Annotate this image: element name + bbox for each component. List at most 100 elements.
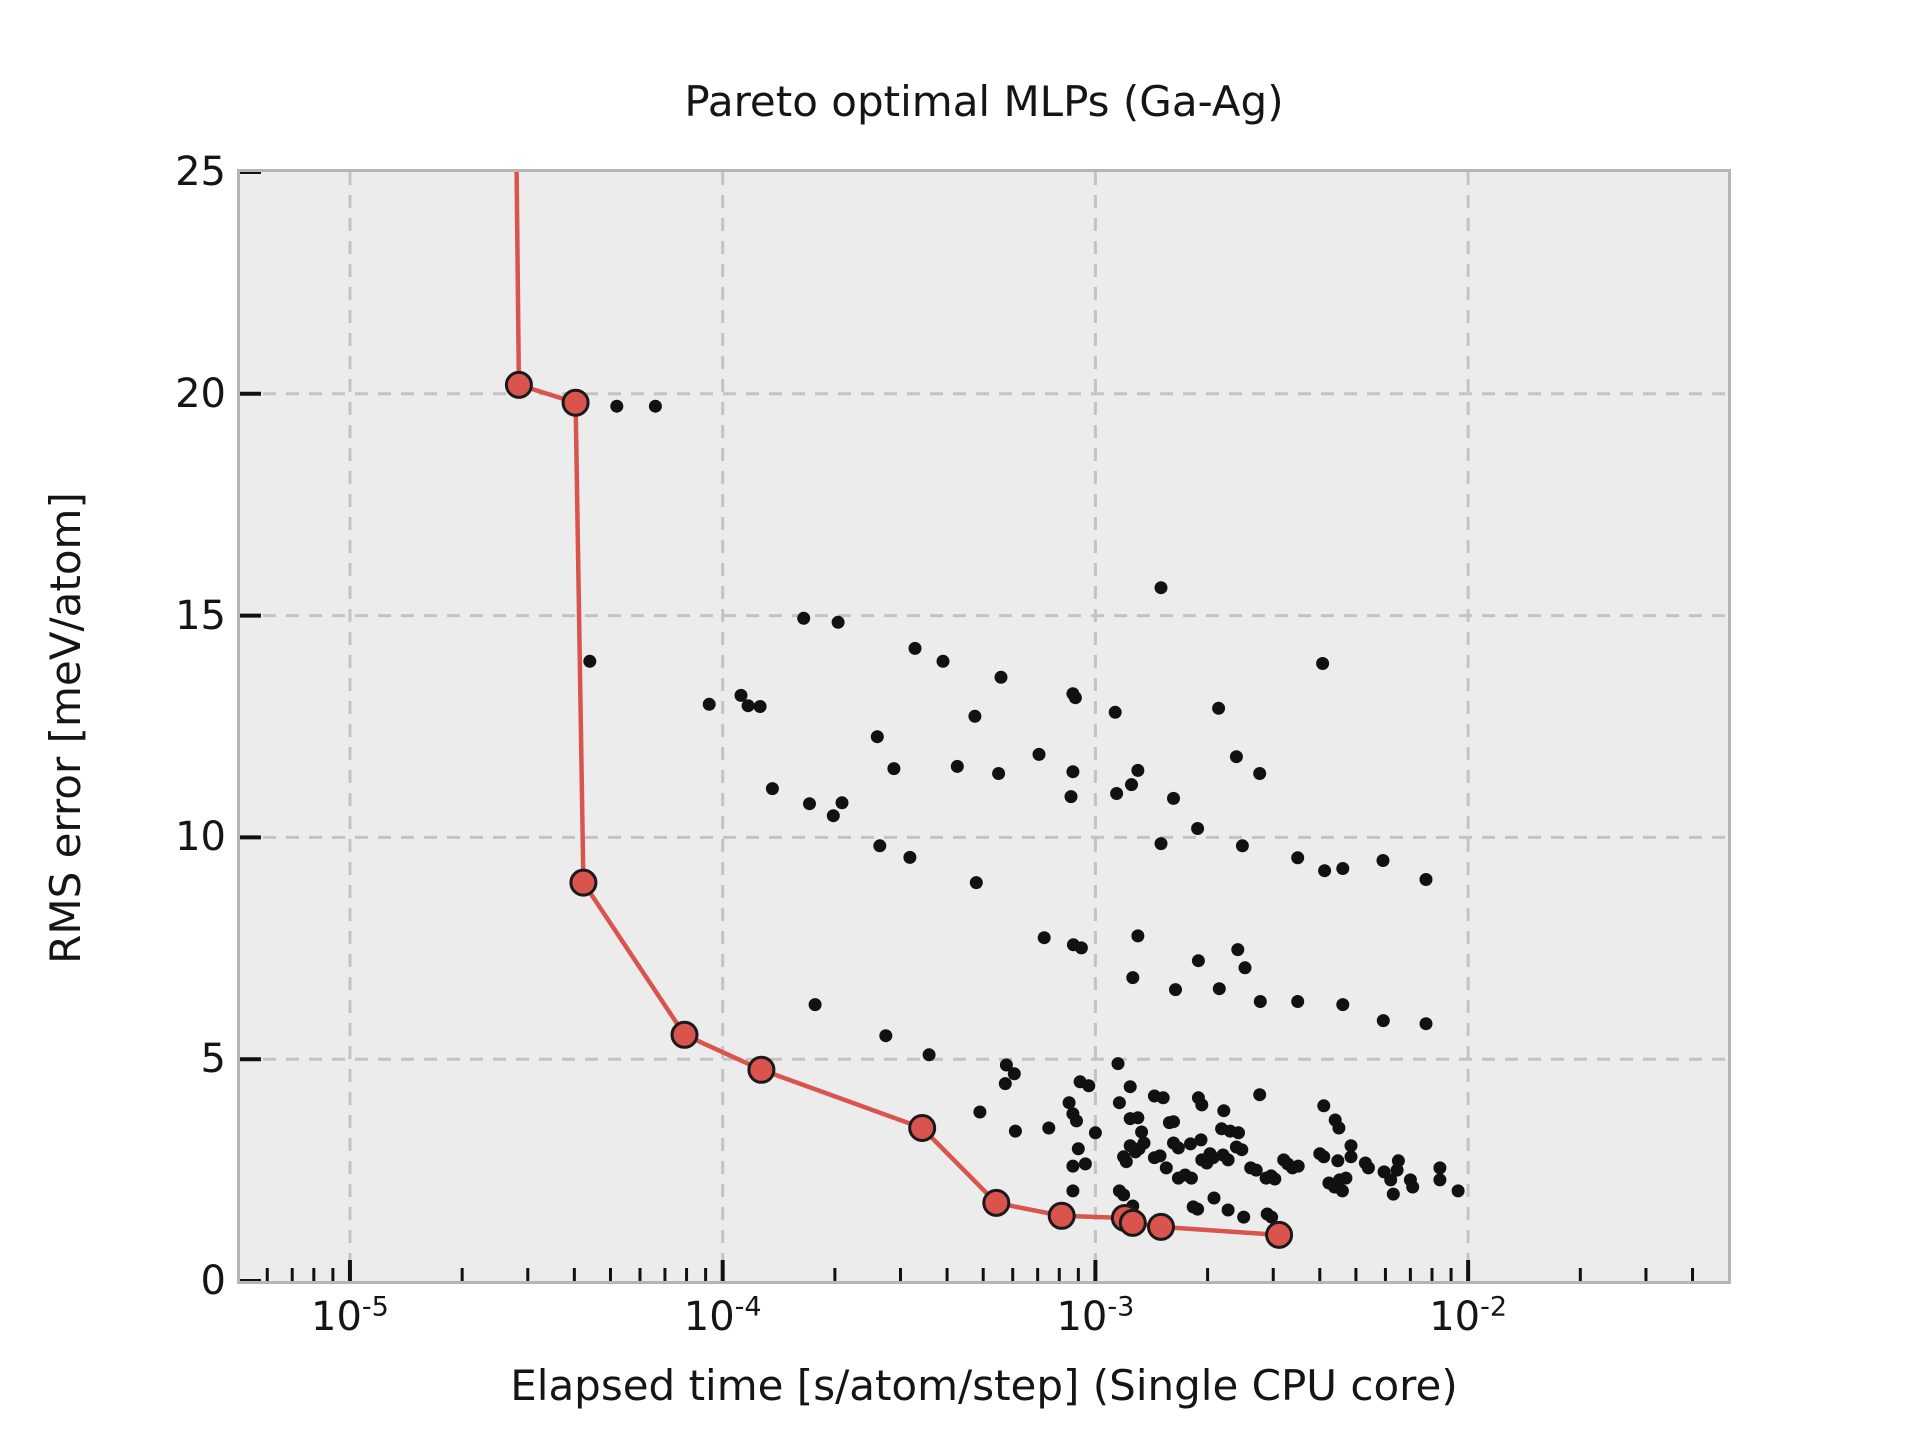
scatter-point bbox=[1335, 1184, 1349, 1198]
scatter-point bbox=[1066, 1184, 1080, 1198]
scatter-point bbox=[1406, 1180, 1420, 1194]
scatter-point bbox=[1229, 750, 1243, 764]
plot-canvas bbox=[240, 172, 1728, 1281]
scatter-point bbox=[583, 654, 597, 668]
pareto-point bbox=[504, 370, 533, 399]
y-tick-label: 5 bbox=[200, 1036, 226, 1083]
scatter-point bbox=[1062, 1096, 1076, 1110]
scatter-point bbox=[1433, 1173, 1447, 1187]
scatter-point bbox=[1419, 1017, 1433, 1031]
scatter-point bbox=[1212, 701, 1226, 715]
scatter-point bbox=[831, 615, 845, 629]
scatter-point bbox=[835, 796, 849, 810]
scatter-point bbox=[765, 782, 779, 796]
scatter-point bbox=[1064, 790, 1078, 804]
scatter-point bbox=[797, 611, 811, 625]
scatter-point bbox=[870, 730, 884, 744]
scatter-point bbox=[1232, 1126, 1245, 1140]
y-tick-label: 10 bbox=[175, 814, 226, 861]
scatter-point bbox=[992, 767, 1006, 780]
scatter-point bbox=[1131, 1111, 1145, 1125]
scatter-point bbox=[1221, 1203, 1235, 1217]
scatter-point bbox=[1066, 1159, 1080, 1173]
scatter-point bbox=[879, 1029, 893, 1043]
scatter-point bbox=[1237, 1210, 1251, 1224]
scatter-point bbox=[1078, 1157, 1092, 1171]
scatter-point bbox=[1008, 1124, 1022, 1138]
x-tick-label: 10-5 bbox=[311, 1291, 389, 1340]
scatter-point bbox=[1433, 1161, 1447, 1175]
scatter-point bbox=[1074, 941, 1088, 955]
scatter-point bbox=[1191, 1202, 1205, 1216]
scatter-point bbox=[1336, 862, 1350, 875]
scatter-point bbox=[1231, 943, 1245, 957]
scatter-point bbox=[1253, 1088, 1267, 1102]
scatter-point bbox=[1171, 1141, 1185, 1155]
x-tick-label: 10-3 bbox=[1056, 1291, 1135, 1340]
pareto-point bbox=[908, 1114, 937, 1142]
x-axis-label: Elapsed time [s/atom/step] (Single CPU c… bbox=[510, 1361, 1458, 1410]
pareto-point bbox=[1047, 1201, 1076, 1230]
scatter-point bbox=[1154, 837, 1168, 851]
scatter-point bbox=[1082, 1079, 1096, 1093]
scatter-point bbox=[1317, 1150, 1331, 1164]
scatter-point bbox=[1451, 1184, 1465, 1198]
scatter-point bbox=[1419, 873, 1433, 886]
scatter-point bbox=[936, 654, 950, 668]
chart-title: Pareto optimal MLPs (Ga-Ag) bbox=[684, 77, 1284, 126]
pareto-point bbox=[569, 868, 598, 897]
scatter-point bbox=[1042, 1121, 1056, 1135]
scatter-point bbox=[1212, 982, 1226, 996]
scatter-point bbox=[1207, 1191, 1221, 1205]
scatter-point bbox=[741, 699, 755, 713]
scatter-point bbox=[610, 399, 624, 413]
scatter-point bbox=[908, 641, 922, 655]
scatter-point bbox=[1088, 1126, 1102, 1140]
scatter-point bbox=[1117, 1188, 1131, 1202]
scatter-point bbox=[1132, 1142, 1146, 1156]
plot-area bbox=[237, 169, 1731, 1284]
scatter-point bbox=[1316, 657, 1330, 670]
scatter-point bbox=[1154, 581, 1168, 595]
scatter-point bbox=[1135, 1125, 1149, 1139]
scatter-point bbox=[903, 850, 917, 864]
scatter-point bbox=[1253, 995, 1267, 1008]
scatter-point bbox=[1071, 1142, 1085, 1156]
scatter-point bbox=[1376, 1014, 1390, 1028]
pareto-point bbox=[1118, 1208, 1147, 1237]
scatter-point bbox=[1131, 763, 1145, 777]
scatter-point bbox=[999, 1058, 1013, 1072]
scatter-point bbox=[969, 876, 983, 890]
scatter-point bbox=[1235, 839, 1249, 853]
scatter-point bbox=[1376, 854, 1390, 867]
scatter-point bbox=[1167, 1115, 1180, 1129]
scatter-point bbox=[1156, 1091, 1170, 1105]
pareto-point bbox=[747, 1055, 776, 1084]
scatter-point bbox=[1070, 1114, 1083, 1128]
scatter-point bbox=[887, 762, 901, 776]
scatter-point bbox=[1112, 1096, 1126, 1110]
pareto-point bbox=[670, 1020, 699, 1049]
scatter-point bbox=[808, 998, 822, 1012]
scatter-point bbox=[1235, 1143, 1249, 1157]
scatter-point bbox=[1032, 747, 1046, 761]
scatter-point bbox=[1318, 864, 1332, 878]
x-tick-label: 10-4 bbox=[683, 1291, 762, 1340]
y-tick-label: 15 bbox=[175, 592, 226, 639]
y-tick-label: 20 bbox=[175, 370, 226, 417]
scatter-point bbox=[702, 697, 716, 711]
scatter-point bbox=[998, 1077, 1012, 1091]
scatter-point bbox=[1191, 954, 1205, 968]
scatter-point bbox=[1386, 1187, 1400, 1201]
scatter-point bbox=[1217, 1104, 1231, 1118]
scatter-point bbox=[968, 709, 982, 723]
scatter-point bbox=[1291, 1159, 1305, 1173]
scatter-point bbox=[648, 399, 662, 413]
scatter-point bbox=[1336, 998, 1350, 1012]
pareto-front-line bbox=[514, 172, 1280, 1238]
scatter-point bbox=[1384, 1173, 1398, 1187]
scatter-point bbox=[1391, 1154, 1405, 1168]
scatter-point bbox=[994, 670, 1008, 684]
scatter-point bbox=[1332, 1121, 1346, 1135]
